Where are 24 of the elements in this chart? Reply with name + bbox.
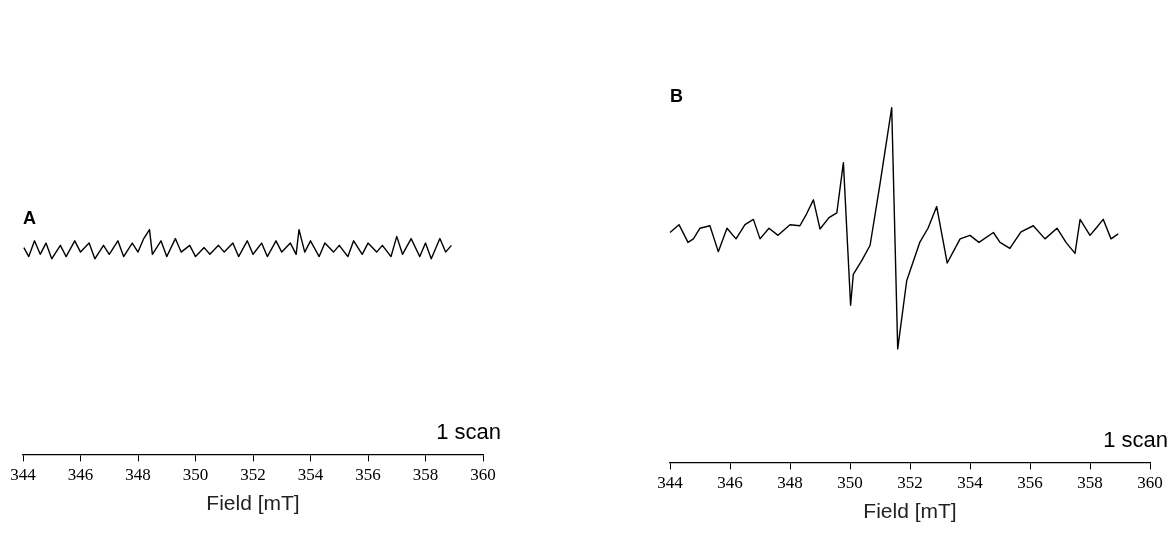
x-tick-label: 354 [957,473,984,493]
x-tick-label: 356 [1017,473,1043,493]
annotation: 1 scan [436,419,501,445]
x-tick-label: 348 [125,465,151,485]
x-tick-label: 350 [182,465,209,485]
x-tick-label: 352 [240,465,266,485]
x-tick-label: 360 [470,465,496,485]
x-tick-label: 346 [67,465,94,485]
x-axis-title: Field [mT] [863,499,957,523]
x-tick-label: 354 [297,465,324,485]
x-axis-title: Field [mT] [206,491,300,515]
x-tick-label: 348 [777,473,803,493]
x-tick-label: 346 [717,473,743,493]
x-tick-label: 350 [837,473,863,493]
x-tick-label: 344 [10,465,37,485]
x-tick-label: 352 [897,473,923,493]
x-tick-label: 358 [1077,473,1103,493]
chart-title: B [670,85,683,106]
annotation: 1 scan [1103,427,1168,453]
x-tick-label: 358 [412,465,439,485]
x-tick-label: 344 [657,473,684,493]
x-tick-label: 356 [355,465,381,485]
x-tick-label: 360 [1137,473,1163,493]
chart-title: A [23,207,36,228]
